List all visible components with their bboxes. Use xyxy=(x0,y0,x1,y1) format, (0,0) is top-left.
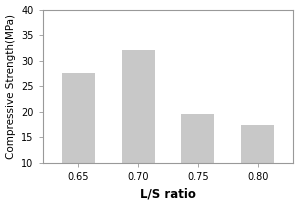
X-axis label: L/S ratio: L/S ratio xyxy=(140,187,196,200)
Y-axis label: Compressive Strength(MPa): Compressive Strength(MPa) xyxy=(6,14,16,159)
Bar xyxy=(241,125,274,163)
Bar xyxy=(122,50,155,163)
Bar xyxy=(62,73,95,163)
Bar xyxy=(181,114,214,163)
